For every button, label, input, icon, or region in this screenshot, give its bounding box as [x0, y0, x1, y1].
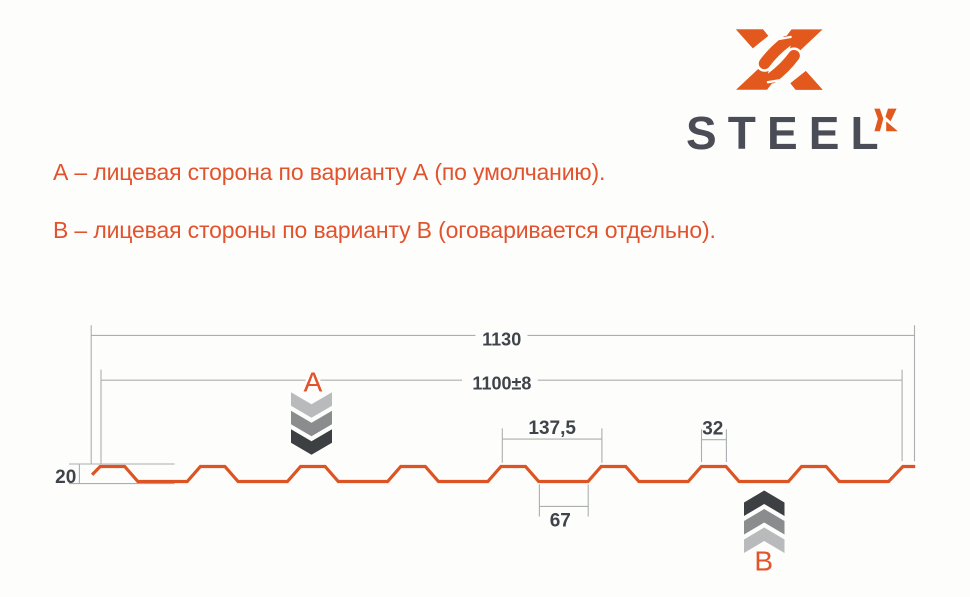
svg-text:А: А [304, 366, 323, 397]
svg-text:137,5: 137,5 [528, 418, 576, 439]
svg-text:32: 32 [702, 418, 723, 439]
svg-text:В: В [754, 545, 773, 576]
svg-text:А: А [304, 366, 323, 397]
svg-text:67: 67 [550, 511, 571, 532]
svg-text:1100±8: 1100±8 [472, 374, 531, 394]
svg-text:1130: 1130 [482, 329, 521, 349]
svg-text:20: 20 [55, 467, 76, 488]
